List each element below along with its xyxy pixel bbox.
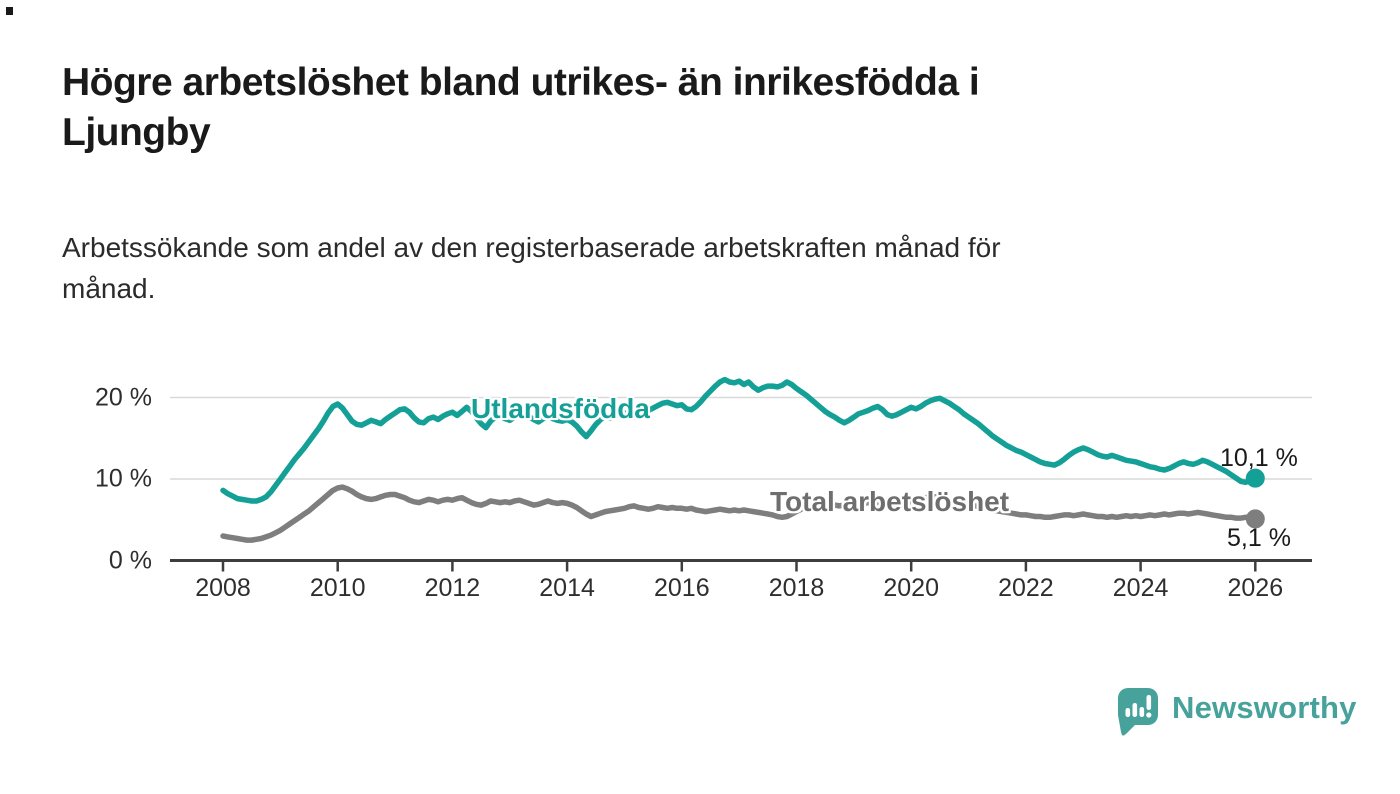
y-tick-label: 20 % <box>95 383 152 411</box>
end-value-total-arbetsloshet: 5,1 % <box>1227 524 1291 552</box>
x-tick-label: 2014 <box>539 574 595 602</box>
brand-name: Newsworthy <box>1172 690 1357 725</box>
chart-subtitle: Arbetssökande som andel av den registerb… <box>62 232 1001 304</box>
chart-title: Högre arbetslöshet bland utrikes- än inr… <box>62 61 980 154</box>
x-tick-label: 2010 <box>309 574 366 602</box>
x-tick-label: 2016 <box>653 574 710 602</box>
newsworthy-logo-icon <box>1118 688 1158 736</box>
x-tick-label: 2018 <box>768 574 825 602</box>
corner-mark <box>6 7 13 15</box>
x-tick-label: 2020 <box>883 574 939 602</box>
x-tick-label: 2026 <box>1227 574 1284 602</box>
x-tick-label: 2012 <box>424 574 481 602</box>
series-label-total-arbetsloshet: Total arbetslöshet <box>770 486 1010 517</box>
y-tick-label: 0 % <box>108 546 152 574</box>
end-value-utlandsfodda: 10,1 % <box>1220 444 1298 472</box>
x-tick-label: 2008 <box>195 574 251 602</box>
x-tick-label: 2022 <box>998 574 1054 602</box>
y-tick-label: 10 % <box>95 464 152 493</box>
x-tick-label: 2024 <box>1112 574 1169 602</box>
brand-footer: Newsworthy <box>1117 687 1357 743</box>
series-label-utlandsfodda: Utlandsfödda <box>471 393 650 424</box>
